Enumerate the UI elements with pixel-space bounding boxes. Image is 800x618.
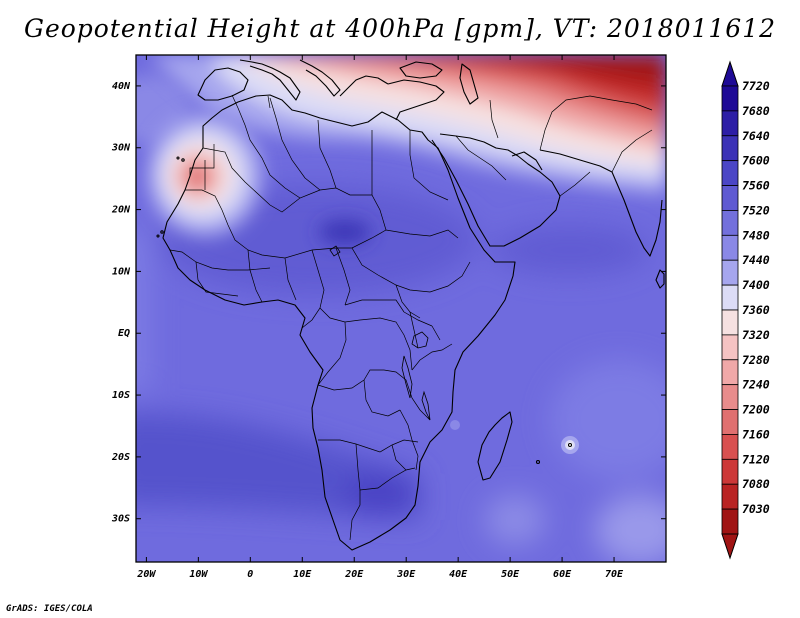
lake-malawi bbox=[421, 390, 431, 421]
colorbar-label: 7030 bbox=[742, 502, 770, 516]
colorbar-label: 7120 bbox=[742, 452, 770, 466]
colorbar-label: 7200 bbox=[742, 403, 770, 417]
colorbar-swatch bbox=[721, 458, 739, 485]
lon-tick-label: 10W bbox=[189, 569, 208, 580]
colorbar-swatch bbox=[721, 483, 739, 510]
colorbar-label: 7720 bbox=[742, 79, 770, 93]
coastlines bbox=[156, 59, 665, 551]
colorbar-label: 7240 bbox=[742, 378, 770, 392]
colorbar-swatch bbox=[721, 110, 739, 137]
map-frame bbox=[135, 54, 667, 563]
lat-tick-label: EQ bbox=[118, 328, 130, 339]
lat-tick-label: 40N bbox=[112, 81, 131, 92]
colorbar-label: 7400 bbox=[742, 278, 770, 292]
chart-title: Geopotential Height at 400hPa [gpm], VT:… bbox=[23, 14, 777, 43]
colorbar-swatch bbox=[721, 384, 739, 410]
lake-tanganyika bbox=[401, 355, 413, 399]
lon-tick-label: 50E bbox=[501, 569, 520, 580]
colorbar-swatch bbox=[721, 334, 739, 361]
colorbar-label: 7160 bbox=[742, 427, 770, 441]
colorbar-swatch bbox=[721, 234, 739, 261]
colorbar-swatch bbox=[721, 135, 739, 162]
africa-coastline bbox=[162, 94, 516, 551]
colorbar-label: 7560 bbox=[742, 179, 770, 193]
lon-tick-label: 60E bbox=[553, 569, 572, 580]
colorbar-swatch bbox=[721, 259, 739, 286]
lon-tick-label: 70E bbox=[605, 569, 624, 580]
colorbar-label: 7640 bbox=[742, 129, 770, 143]
madagascar-coastline bbox=[477, 411, 513, 481]
colorbar-swatch bbox=[721, 210, 739, 236]
lat-tick-label: 20N bbox=[111, 205, 131, 216]
lon-tick-label: 20E bbox=[344, 569, 364, 580]
lon-tick-label: 40E bbox=[449, 569, 468, 580]
colorbar-swatch bbox=[721, 284, 739, 311]
colorbar-bottom-arrow bbox=[721, 533, 739, 560]
colorbar-swatch bbox=[721, 434, 739, 460]
lat-tick-label: 30N bbox=[111, 143, 131, 154]
lake-chad bbox=[329, 245, 341, 257]
colorbar-label: 7520 bbox=[742, 203, 770, 217]
colorbar-label: 7320 bbox=[742, 328, 770, 342]
colorbar-label: 7080 bbox=[742, 477, 770, 491]
lat-tick-label: 20S bbox=[111, 452, 130, 463]
colorbar-swatch bbox=[721, 508, 739, 535]
colorbar-swatch bbox=[721, 185, 739, 211]
colorbar-label: 7680 bbox=[742, 104, 770, 118]
colorbar-label: 7280 bbox=[742, 353, 770, 367]
lat-tick-label: 10N bbox=[112, 266, 131, 277]
colorbar-swatch bbox=[721, 85, 739, 112]
caspian-coastline bbox=[459, 63, 479, 105]
colorbar-label: 7360 bbox=[742, 303, 770, 317]
colorbar-label: 7440 bbox=[742, 253, 770, 267]
lon-tick-label: 10E bbox=[293, 569, 312, 580]
colorbar-label: 7600 bbox=[742, 154, 770, 168]
europe-coastline bbox=[239, 59, 301, 101]
lon-tick-label: 20W bbox=[136, 569, 156, 580]
lon-tick-label: 0 bbox=[247, 569, 253, 580]
colorbar-label: 7480 bbox=[742, 228, 770, 242]
black-sea-coastline bbox=[399, 61, 443, 79]
height-field bbox=[136, 55, 666, 562]
lat-tick-label: 30S bbox=[111, 514, 130, 525]
lake-victoria bbox=[411, 331, 429, 349]
colorbar-top-arrow bbox=[721, 60, 739, 87]
colorbar: 7720 7680 7640 7600 7560 7520 7480 7440 7400 7360… bbox=[721, 60, 770, 560]
credit-label: GrADS: IGES/COLA bbox=[6, 604, 93, 614]
country-borders bbox=[169, 94, 653, 541]
latitude-axis: 40N 30N 20N 10N EQ 10S 20S 30S bbox=[111, 81, 666, 525]
colorbar-swatch bbox=[721, 359, 739, 386]
lon-tick-label: 30E bbox=[396, 569, 416, 580]
colorbar-swatch bbox=[721, 160, 739, 186]
longitude-axis: 20W 10W 0 10E 20E 30E 40E 50E 60E 70E bbox=[136, 55, 624, 580]
lat-tick-label: 10S bbox=[112, 390, 130, 401]
colorbar-swatch bbox=[721, 309, 739, 336]
colorbar-swatch bbox=[721, 409, 739, 435]
iberia-coastline bbox=[197, 67, 249, 101]
